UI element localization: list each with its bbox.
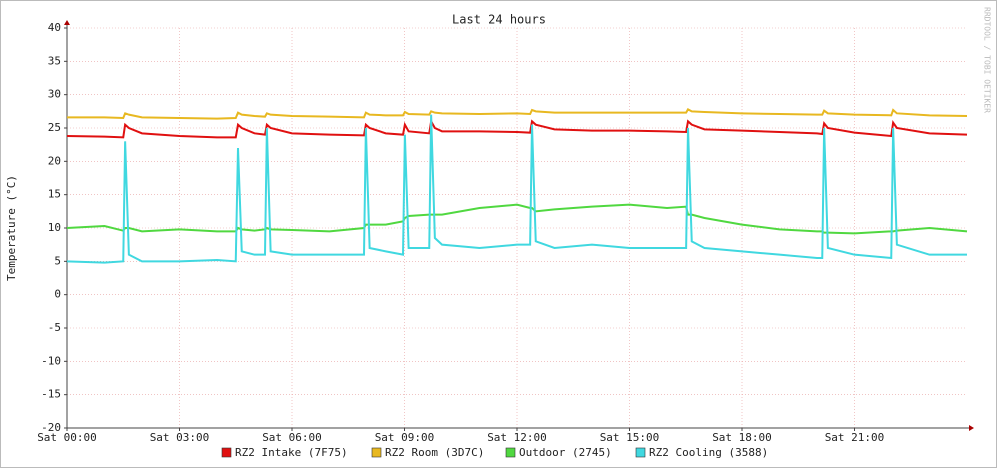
x-tick-label: Sat 12:00 [487,431,547,444]
legend-swatch [371,447,382,458]
legend-swatch [221,447,232,458]
y-tick-label: 40 [48,21,61,34]
x-tick-label: Sat 15:00 [600,431,660,444]
chart-title: Last 24 hours [452,13,546,27]
legend-label: RZ2 Room (3D7C) [385,446,484,459]
y-tick-label: 30 [48,88,61,101]
y-tick-label: 35 [48,54,61,67]
y-tick-label: 0 [54,288,61,301]
x-tick-label: Sat 21:00 [825,431,885,444]
legend-label: Outdoor (2745) [519,446,612,459]
y-tick-label: 25 [48,121,61,134]
series-line [66,114,967,264]
legend-swatch [635,447,646,458]
x-tick-label: Sat 00:00 [37,431,97,444]
legend-label: RZ2 Intake (7F75) [235,446,348,459]
y-axis-label: Temperature (°C) [5,175,18,281]
y-tick-label: -10 [41,354,61,367]
x-axis-arrow [969,425,974,431]
y-tick-label: -20 [41,421,61,434]
x-tick-label: Sat 06:00 [262,431,322,444]
series-line [66,118,968,139]
y-tick-label: -15 [41,388,61,401]
y-tick-label: 15 [48,188,61,201]
y-tick-label: 5 [54,254,61,267]
x-tick-label: Sat 03:00 [150,431,210,444]
y-tick-label: 20 [48,154,61,167]
x-tick-label: Sat 09:00 [375,431,435,444]
y-axis-arrow [64,20,70,25]
y-tick-label: 10 [48,221,61,234]
legend-label: RZ2 Cooling (3588) [649,446,768,459]
legend-swatch [505,447,516,458]
watermark: RRDTOOL / TOBI OETIKER [983,7,992,113]
x-tick-label: Sat 18:00 [712,431,772,444]
series-line [67,107,968,120]
y-tick-label: -5 [48,321,61,334]
